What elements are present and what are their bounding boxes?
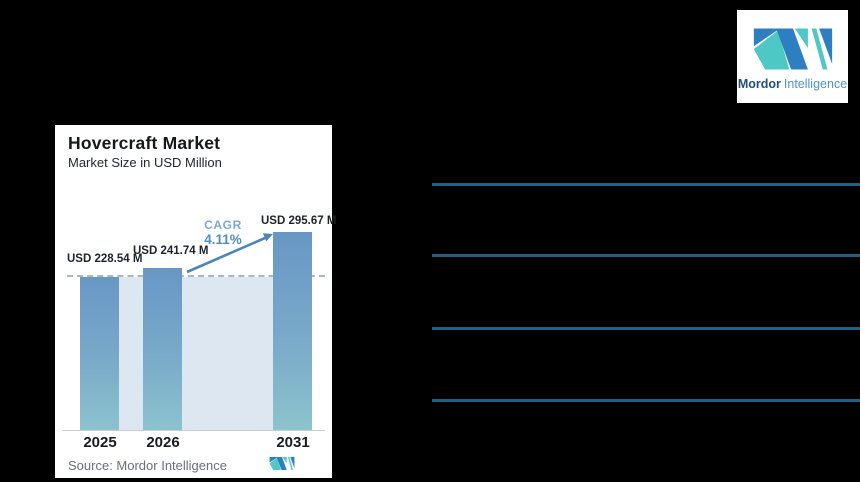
cagr-value: 4.11%	[204, 232, 242, 247]
brand-name-bold: Mordor	[737, 77, 781, 91]
x-axis-baseline	[62, 430, 325, 431]
year-label-2031: 2031	[276, 434, 310, 451]
value-label-2025: USD 228.54 M	[67, 253, 143, 265]
cagr-label: CAGR	[204, 218, 242, 232]
source-note: Source: Mordor Intelligence	[68, 458, 227, 473]
teal-divider-line-4	[432, 399, 860, 402]
growth-arrow-icon	[186, 233, 273, 274]
mordor-mini-logo-icon	[269, 457, 295, 470]
mordor-logo: Mordor Intelligence	[737, 10, 848, 103]
year-label-2025: 2025	[83, 434, 117, 451]
reference-dashed-line	[67, 275, 325, 277]
teal-divider-line-1	[432, 183, 860, 186]
value-label-2031: USD 295.67 M	[261, 215, 337, 227]
bar-2026	[143, 268, 182, 430]
chart-card: Hovercraft Market Market Size in USD Mil…	[55, 125, 336, 478]
teal-divider-line-2	[432, 254, 860, 257]
value-label-2026: USD 241.74 M	[133, 245, 209, 257]
bar-2031	[273, 232, 312, 430]
year-label-2026: 2026	[146, 434, 180, 451]
mordor-logo-mark-icon	[753, 28, 833, 70]
bar-2025	[80, 277, 119, 430]
brand-name-light: Intelligence	[783, 77, 848, 91]
chart-subtitle: Market Size in USD Million	[68, 155, 222, 170]
brand-wordmark: Mordor Intelligence	[737, 77, 848, 91]
chart-title: Hovercraft Market	[68, 133, 221, 153]
teal-divider-line-3	[432, 327, 860, 330]
